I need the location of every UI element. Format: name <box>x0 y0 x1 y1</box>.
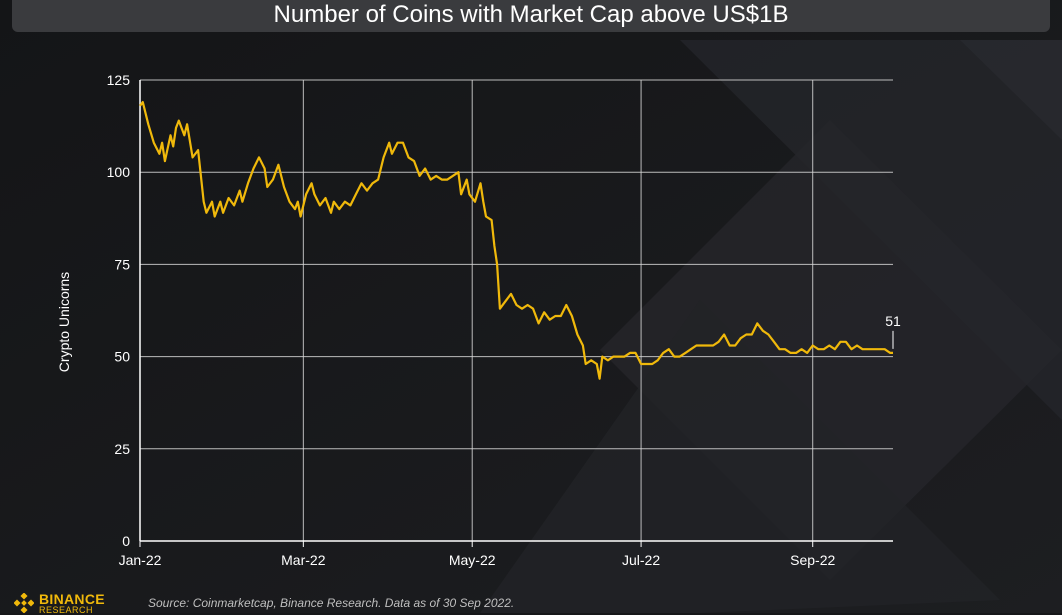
y-tick-label: 100 <box>107 164 131 180</box>
y-tick-label: 75 <box>114 256 130 272</box>
binance-research-logo: BINANCE RESEARCH <box>14 592 105 615</box>
source-note: Source: Coinmarketcap, Binance Research.… <box>148 596 515 610</box>
y-tick-label: 125 <box>107 72 131 88</box>
logo-sub-text: RESEARCH <box>39 605 94 615</box>
x-tick-label: Jan-22 <box>119 552 162 568</box>
x-tick-label: Sep-22 <box>790 552 835 568</box>
end-value-label: 51 <box>885 313 901 329</box>
y-tick-label: 50 <box>114 349 130 365</box>
y-axis-label: Crypto Unicorns <box>56 272 72 372</box>
x-tick-label: May-22 <box>449 552 496 568</box>
logo-main-text: BINANCE <box>39 591 105 607</box>
series-line <box>139 101 893 380</box>
y-tick-label: 0 <box>122 533 130 549</box>
y-tick-label: 25 <box>114 441 130 457</box>
x-tick-label: Mar-22 <box>281 552 326 568</box>
x-tick-label: Jul-22 <box>622 552 660 568</box>
title-bar: Number of Coins with Market Cap above US… <box>12 0 1050 32</box>
binance-diamond-icon <box>14 593 34 613</box>
chart-title: Number of Coins with Market Cap above US… <box>273 1 789 28</box>
